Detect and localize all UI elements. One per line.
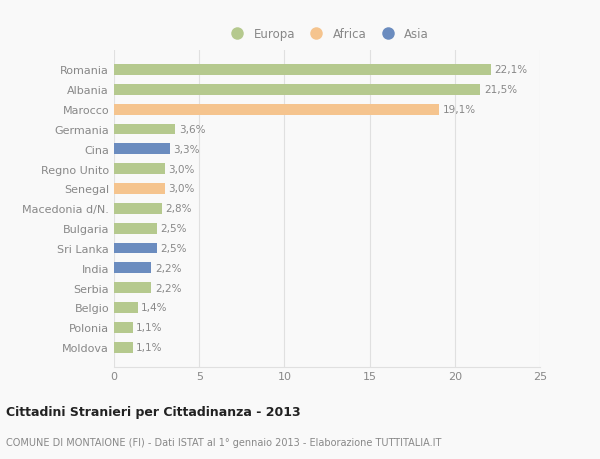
Bar bbox=[114, 302, 138, 313]
Text: Cittadini Stranieri per Cittadinanza - 2013: Cittadini Stranieri per Cittadinanza - 2… bbox=[6, 405, 301, 419]
Bar bbox=[114, 84, 481, 95]
Bar bbox=[114, 203, 162, 214]
Text: 2,2%: 2,2% bbox=[155, 263, 181, 273]
Bar bbox=[114, 283, 151, 293]
Bar bbox=[114, 144, 170, 155]
Text: 1,1%: 1,1% bbox=[136, 323, 163, 333]
Bar bbox=[114, 263, 151, 274]
Bar bbox=[114, 65, 491, 76]
Bar bbox=[114, 223, 157, 234]
Bar bbox=[114, 124, 175, 135]
Bar bbox=[114, 105, 439, 115]
Bar bbox=[114, 322, 133, 333]
Text: 3,6%: 3,6% bbox=[179, 125, 205, 134]
Bar bbox=[114, 342, 133, 353]
Bar bbox=[114, 164, 165, 175]
Bar bbox=[114, 243, 157, 254]
Text: 3,0%: 3,0% bbox=[169, 164, 195, 174]
Text: 2,8%: 2,8% bbox=[165, 204, 191, 214]
Text: 21,5%: 21,5% bbox=[484, 85, 517, 95]
Text: COMUNE DI MONTAIONE (FI) - Dati ISTAT al 1° gennaio 2013 - Elaborazione TUTTITAL: COMUNE DI MONTAIONE (FI) - Dati ISTAT al… bbox=[6, 437, 442, 447]
Text: 3,0%: 3,0% bbox=[169, 184, 195, 194]
Text: 1,1%: 1,1% bbox=[136, 342, 163, 353]
Legend: Europa, Africa, Asia: Europa, Africa, Asia bbox=[221, 25, 433, 45]
Text: 19,1%: 19,1% bbox=[443, 105, 476, 115]
Text: 3,3%: 3,3% bbox=[173, 145, 200, 155]
Text: 2,5%: 2,5% bbox=[160, 243, 187, 253]
Text: 2,5%: 2,5% bbox=[160, 224, 187, 234]
Bar bbox=[114, 184, 165, 195]
Text: 22,1%: 22,1% bbox=[494, 65, 527, 75]
Text: 2,2%: 2,2% bbox=[155, 283, 181, 293]
Text: 1,4%: 1,4% bbox=[141, 303, 168, 313]
